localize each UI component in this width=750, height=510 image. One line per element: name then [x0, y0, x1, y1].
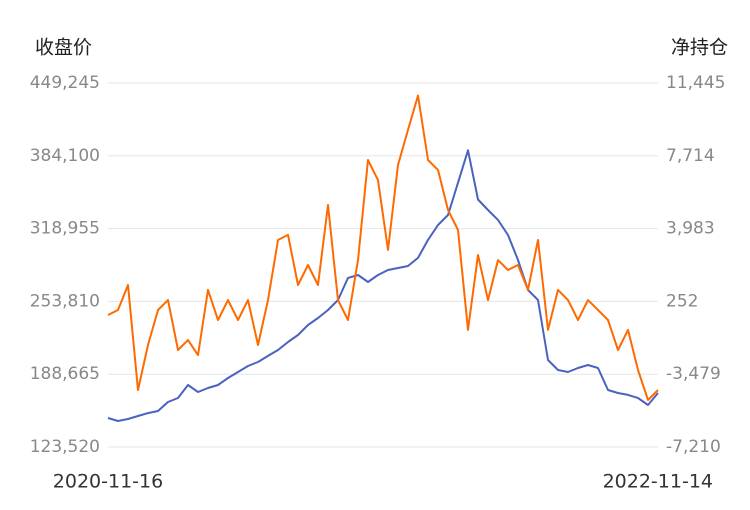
y-tick-label: 188,665	[30, 364, 100, 384]
y2-tick-label: 252	[666, 291, 698, 311]
y2-tick-label: -3,479	[666, 364, 721, 384]
y-tick-label: 318,955	[30, 219, 100, 239]
y-tick-label: 253,810	[30, 291, 100, 311]
x-tick-label: 2022-11-14	[603, 471, 713, 493]
y2-axis-title: 净持仓	[671, 37, 728, 59]
y-axis-title: 收盘价	[35, 37, 92, 59]
y2-tick-label: 3,983	[666, 219, 715, 239]
y2-tick-label: 11,445	[666, 73, 725, 93]
y2-tick-label: 7,714	[666, 146, 715, 166]
y-tick-label: 123,520	[30, 437, 100, 457]
y-tick-label: 384,100	[30, 146, 100, 166]
series-line	[107, 149, 659, 422]
series-line	[107, 94, 659, 401]
y-tick-label: 449,245	[30, 73, 100, 93]
y2-tick-label: -7,210	[666, 437, 721, 457]
x-tick-label: 2020-11-16	[53, 471, 163, 493]
